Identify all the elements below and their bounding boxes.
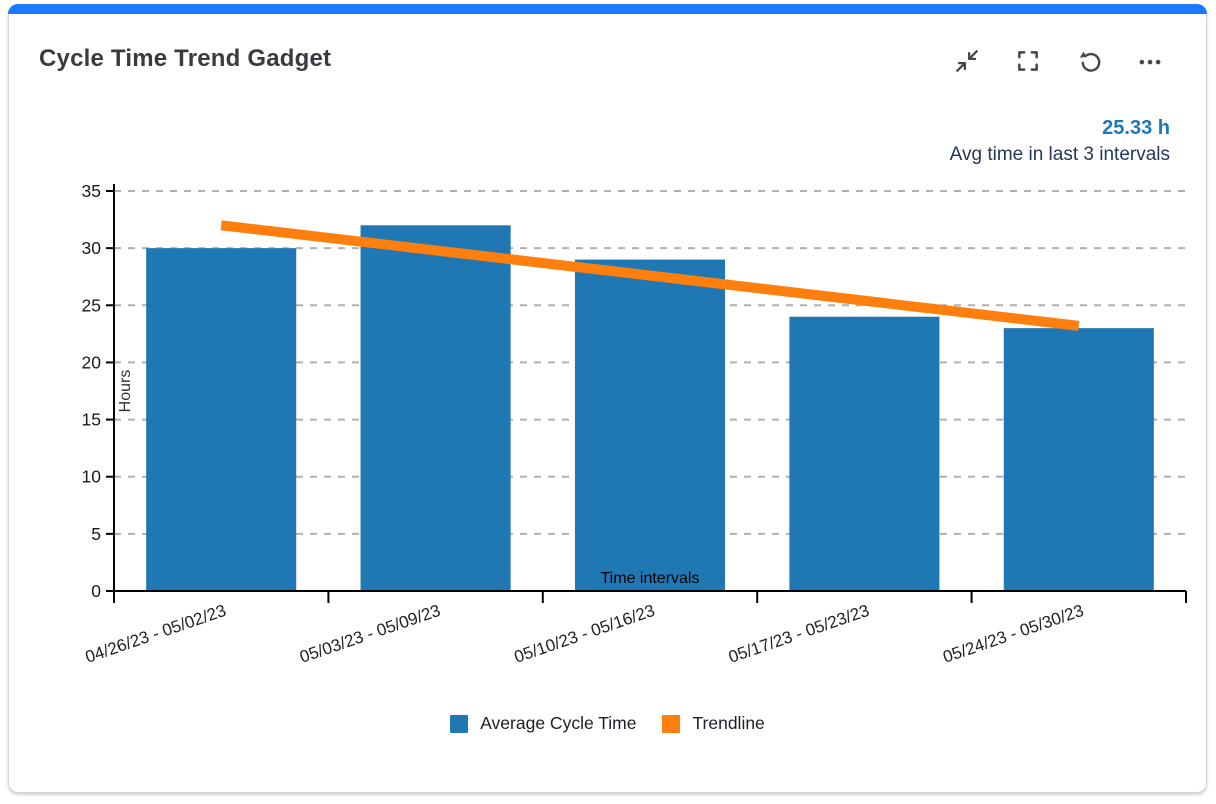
- fullscreen-icon: [1015, 48, 1041, 74]
- cycle-time-trend-gadget-card: Cycle Time Trend Gadget: [8, 4, 1207, 793]
- y-tick-label: 25: [82, 295, 101, 315]
- x-tick-label: 05/17/23 - 05/23/23: [726, 601, 872, 667]
- chart-legend: Average Cycle Time Trendline: [9, 713, 1206, 734]
- fullscreen-button[interactable]: [1014, 47, 1042, 75]
- legend-label: Average Cycle Time: [480, 713, 637, 733]
- legend-item-average-cycle-time[interactable]: Average Cycle Time: [450, 713, 636, 734]
- x-axis-title: Time intervals: [601, 570, 700, 587]
- more-options-button[interactable]: [1136, 47, 1164, 75]
- y-tick-label: 30: [82, 238, 102, 258]
- x-tick-label: 05/10/23 - 05/16/23: [512, 601, 658, 667]
- card-accent-strip: [8, 4, 1207, 14]
- refresh-button[interactable]: [1075, 47, 1103, 75]
- average-cycle-time-swatch: [450, 714, 469, 733]
- x-tick-label: 04/26/23 - 05/02/23: [83, 601, 229, 667]
- y-tick-label: 35: [82, 181, 101, 201]
- collapse-button[interactable]: [953, 47, 981, 75]
- bar-4[interactable]: [1003, 328, 1154, 591]
- gadget-toolbar: [953, 47, 1164, 75]
- refresh-icon: [1076, 48, 1102, 74]
- legend-label: Trendline: [692, 713, 765, 733]
- metric-caption: Avg time in last 3 intervals: [949, 144, 1170, 165]
- y-axis-title: Hours: [117, 370, 134, 413]
- bar-1[interactable]: [360, 225, 511, 591]
- trendline-swatch: [662, 714, 681, 733]
- y-tick-label: 15: [82, 410, 101, 430]
- cycle-time-chart: 0 5 10 15 20 25 30 35 04/26/23 - 05/02/23 05/03/2…: [82, 181, 1187, 667]
- y-tick-label: 10: [82, 467, 102, 487]
- y-tick-label: 0: [91, 581, 101, 601]
- chart-area: 0 5 10 15 20 25 30 35 04/26/23 - 05/02/23 05/03/2…: [63, 177, 1193, 701]
- collapse-to-corner-icon: [954, 48, 980, 74]
- y-tick-label: 20: [82, 352, 102, 372]
- bar-0[interactable]: [146, 248, 297, 591]
- trendline[interactable]: [220, 220, 1080, 331]
- legend-item-trendline[interactable]: Trendline: [662, 713, 765, 734]
- y-tick-label: 5: [91, 524, 101, 544]
- x-tick-label: 05/03/23 - 05/09/23: [297, 601, 443, 667]
- x-tick-label: 05/24/23 - 05/30/23: [940, 601, 1086, 667]
- bar-3[interactable]: [789, 316, 940, 591]
- avg-cycle-metric: 25.33 h Avg time in last 3 intervals: [950, 115, 1170, 168]
- more-options-icon: [1137, 48, 1163, 74]
- bar-2[interactable]: [574, 259, 726, 591]
- metric-value: 25.33 h: [1102, 117, 1170, 139]
- gadget-title: Cycle Time Trend Gadget: [39, 45, 332, 72]
